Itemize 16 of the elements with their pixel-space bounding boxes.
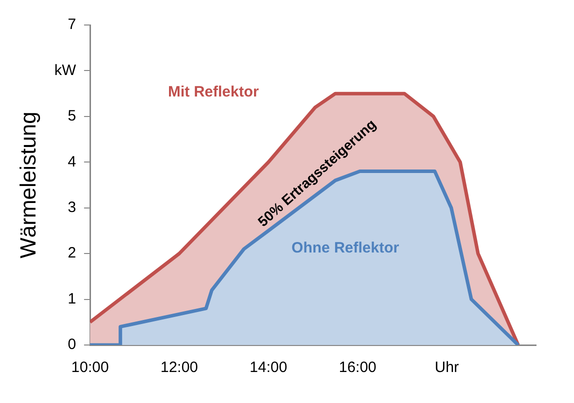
- y-tick-label: 3: [68, 199, 76, 216]
- y-tick-label: 0: [68, 336, 76, 354]
- y-tick-label: 7: [68, 16, 76, 34]
- x-tick-label: 12:00: [160, 359, 198, 376]
- x-tick-label: 10:00: [71, 359, 109, 376]
- text: Mit Reflektor: [168, 83, 260, 100]
- x-tick-label: 14:00: [250, 359, 288, 376]
- y-tick-label: kW: [54, 62, 77, 79]
- y-tick-label: 4: [68, 153, 76, 170]
- y-tick-label: 1: [68, 290, 76, 308]
- x-tick-label: 16:00: [338, 359, 376, 376]
- y-tick-label: 2: [68, 244, 76, 262]
- series-label: Ohne Reflektor: [292, 240, 400, 257]
- y-axis-title: Wärmeleistung: [15, 112, 40, 258]
- x-tick-label: Uhr: [434, 359, 459, 376]
- y-tick-label: 5: [68, 108, 76, 125]
